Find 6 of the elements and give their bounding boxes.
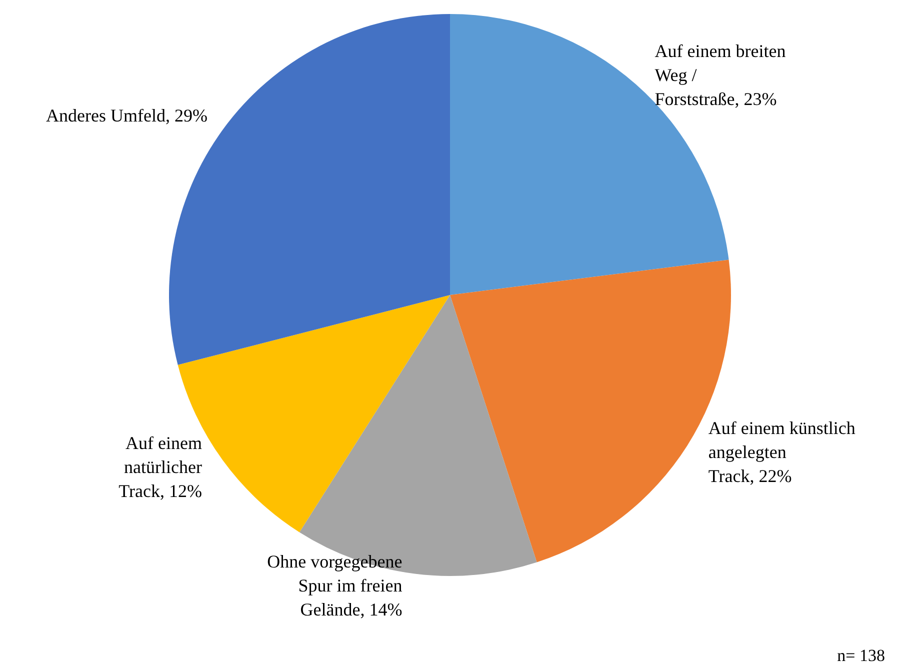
text: n= 138: [837, 646, 886, 665]
slice-label: Anderes Umfeld, 29%: [46, 105, 208, 126]
slice-label: Ohne vorgegebene Spur im freien Gelände, 14%: [267, 552, 402, 620]
slice-label: Auf einem breiten Weg / Forststraße, 23%: [654, 41, 786, 110]
slice-label: Auf einem natürlicher Track, 12%: [118, 433, 202, 502]
slice-label: Auf einem künstlich angelegten Track, 22%: [708, 418, 856, 486]
